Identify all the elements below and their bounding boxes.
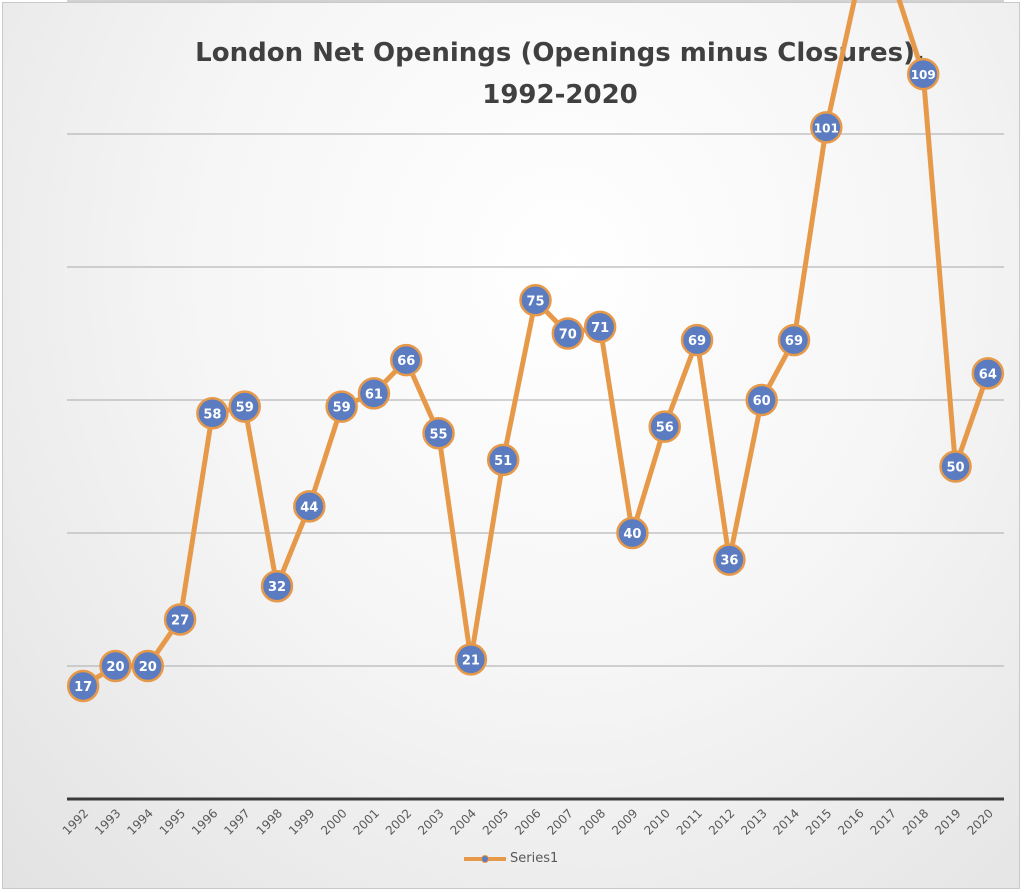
data-label: 59: [236, 401, 254, 416]
data-point: [260, 569, 294, 603]
data-point: [325, 390, 358, 423]
data-point: [66, 669, 100, 703]
data-point: [939, 450, 972, 483]
data-label: 40: [623, 527, 641, 542]
data-point: [648, 410, 681, 443]
x-tick-label: 2002: [383, 806, 414, 837]
series-line: [80, 0, 991, 689]
x-tick-label: 1993: [92, 806, 123, 837]
data-label: 60: [753, 394, 771, 409]
x-tick-label: 2003: [415, 806, 446, 837]
data-point: [357, 377, 391, 410]
data-label: 59: [333, 401, 351, 416]
data-label: 61: [365, 387, 383, 402]
x-tick-label: 2015: [803, 806, 834, 837]
data-label: 55: [430, 427, 448, 442]
data-label: 21: [462, 653, 480, 668]
x-tick-label: 2005: [480, 806, 511, 837]
data-point: [228, 390, 261, 423]
data-label: 69: [688, 334, 706, 349]
data-label: 27: [171, 613, 189, 628]
data-label: 101: [814, 121, 839, 135]
x-tick-label: 2011: [674, 806, 705, 837]
x-tick-label: 1992: [60, 806, 91, 837]
x-tick-label: 2014: [771, 806, 802, 837]
data-point: [777, 323, 811, 357]
data-point: [680, 323, 714, 357]
legend: Series1: [462, 851, 558, 866]
x-tick-label: 2018: [900, 806, 931, 837]
data-label: 71: [591, 321, 609, 336]
data-label: 64: [979, 367, 997, 382]
data-label: 50: [946, 461, 964, 476]
data-label: 36: [720, 554, 738, 569]
x-tick-label: 2001: [351, 806, 382, 837]
data-point: [713, 543, 746, 576]
x-tick-label: 2008: [577, 806, 608, 837]
data-label: 109: [911, 68, 936, 82]
data-point: [551, 317, 585, 350]
data-label: 51: [494, 454, 512, 469]
data-point: [810, 111, 843, 144]
data-label: 17: [74, 680, 92, 695]
data-label: 69: [785, 334, 803, 349]
data-point: [390, 343, 423, 377]
data-label: 32: [268, 580, 286, 595]
data-label: 58: [203, 407, 221, 422]
data-point: [293, 490, 326, 523]
data-point: [519, 284, 552, 317]
data-point: [486, 443, 520, 477]
x-tick-label: 1995: [157, 806, 188, 837]
x-tick-label: 2004: [448, 806, 479, 837]
x-tick-label: 2000: [318, 806, 349, 837]
x-tick-label: 1994: [124, 806, 155, 837]
data-label: 44: [300, 500, 318, 515]
x-tick-label: 2006: [512, 806, 543, 837]
x-tick-label: 1996: [189, 806, 220, 837]
data-point: [131, 649, 165, 683]
x-tick-label: 1999: [286, 806, 317, 837]
legend-label: Series1: [510, 851, 559, 866]
data-label: 75: [526, 294, 544, 309]
x-tick-label: 2012: [706, 806, 737, 837]
data-point: [583, 310, 617, 344]
data-label: 66: [397, 354, 415, 369]
x-tick-label: 2020: [964, 806, 995, 837]
data-point: [422, 417, 455, 450]
legend-marker-icon: [464, 854, 506, 863]
chart-title: London Net Openings (Openings minus Clos…: [195, 38, 925, 110]
x-tick-label: 1998: [254, 806, 285, 837]
x-tick-label: 2007: [544, 806, 575, 837]
x-tick-label: 2019: [932, 806, 963, 837]
data-label: 20: [139, 660, 157, 675]
x-tick-label: 2010: [641, 806, 672, 837]
data-label: 20: [106, 660, 124, 675]
data-point: [745, 383, 778, 417]
data-point: [163, 603, 197, 636]
data-label: 56: [656, 421, 674, 436]
data-point: [971, 357, 1005, 390]
data-point: [196, 397, 229, 430]
data-point: [906, 57, 940, 91]
x-tick-label: 2017: [868, 806, 899, 837]
data-label: 70: [559, 328, 577, 343]
data-point: [99, 649, 132, 683]
data-point: [454, 643, 488, 676]
x-tick-label: 2009: [609, 806, 640, 837]
x-tick-label: 2013: [738, 806, 769, 837]
x-tick-label: 2016: [835, 806, 866, 837]
x-tick-label: 1997: [221, 806, 252, 837]
data-point: [616, 516, 649, 550]
